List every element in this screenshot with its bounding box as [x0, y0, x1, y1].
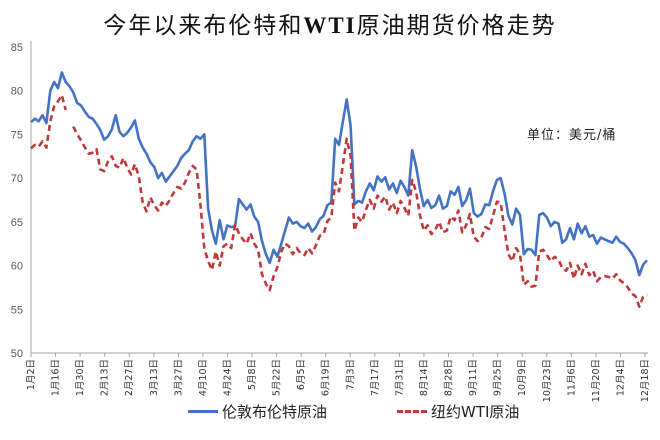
x-tick-label: 6月19日: [321, 359, 332, 396]
x-tick-label: 6月5日: [296, 359, 307, 390]
x-tick-label: 5月8日: [247, 359, 258, 390]
x-tick-label: 3月13日: [149, 359, 160, 396]
wti-line: [30, 93, 648, 308]
chart-title: 今年以来布伦特和WTI原油期货价格走势: [0, 6, 660, 40]
x-axis: 1月2日 1月16日 1月30日 2月13日 2月27日 3月13日 3月27日 4月10日 4…: [26, 352, 651, 402]
x-tick-label: 1月30日: [75, 359, 86, 396]
x-tick-label: 2月13日: [100, 359, 111, 396]
x-tick-label: 7月17日: [370, 359, 381, 396]
title-part: 原油期货价格走势: [356, 13, 557, 39]
x-tick-label: 12月18日: [640, 359, 651, 402]
x-tick-label: 8月14日: [419, 359, 430, 396]
x-tick-label: 5月22日: [272, 359, 283, 396]
x-tick-label: 8月28日: [444, 359, 455, 396]
x-tick-label: 4月24日: [222, 359, 233, 396]
solid-line-swatch-icon: [188, 410, 218, 413]
x-tick-label: 2月27日: [124, 359, 135, 396]
y-tick-label: 50: [11, 348, 23, 360]
y-tick-label: 85: [11, 42, 23, 54]
y-axis: 50 55 60 65 70 75 80 85: [11, 41, 32, 360]
x-tick-label: 7月3日: [345, 359, 356, 390]
title-part: 今年以来布伦特和: [103, 13, 304, 39]
x-tick-label: 11月20日: [591, 359, 602, 402]
dashed-line-swatch-icon: [397, 410, 428, 413]
x-tick-label: 3月27日: [173, 359, 184, 396]
x-tick-label: 7月31日: [394, 359, 405, 396]
brent-line: [30, 71, 648, 277]
x-tick-label: 12月4日: [615, 359, 626, 396]
x-tick-label: 9月25日: [493, 359, 504, 396]
y-tick-label: 70: [11, 173, 23, 185]
y-tick-label: 55: [11, 304, 23, 316]
x-tick-label: 10月23日: [542, 359, 553, 402]
x-tick-label: 11月6日: [566, 359, 577, 396]
y-tick-label: 60: [11, 261, 23, 273]
legend-label-brent: 伦敦布伦特原油: [222, 403, 328, 421]
title-part-wti: WTI: [303, 13, 357, 38]
x-tick-label: 4月10日: [198, 359, 209, 396]
legend-label-wti: 纽约WTI原油: [431, 403, 520, 421]
legend: 伦敦布伦特原油 纽约WTI原油: [188, 401, 519, 422]
plot-area: [30, 71, 648, 308]
y-tick-label: 80: [11, 86, 23, 98]
x-tick-label: 10月9日: [517, 359, 528, 396]
x-tick-label: 1月16日: [51, 359, 62, 396]
legend-item-brent: 伦敦布伦特原油: [188, 401, 327, 422]
legend-item-wti: 纽约WTI原油: [397, 401, 519, 422]
unit-label: 单位：美元/桶: [527, 128, 617, 143]
x-tick-label: 9月11日: [468, 359, 479, 396]
y-tick-label: 75: [11, 129, 23, 141]
y-tick-label: 65: [11, 217, 23, 229]
x-tick-label: 1月2日: [26, 359, 37, 390]
